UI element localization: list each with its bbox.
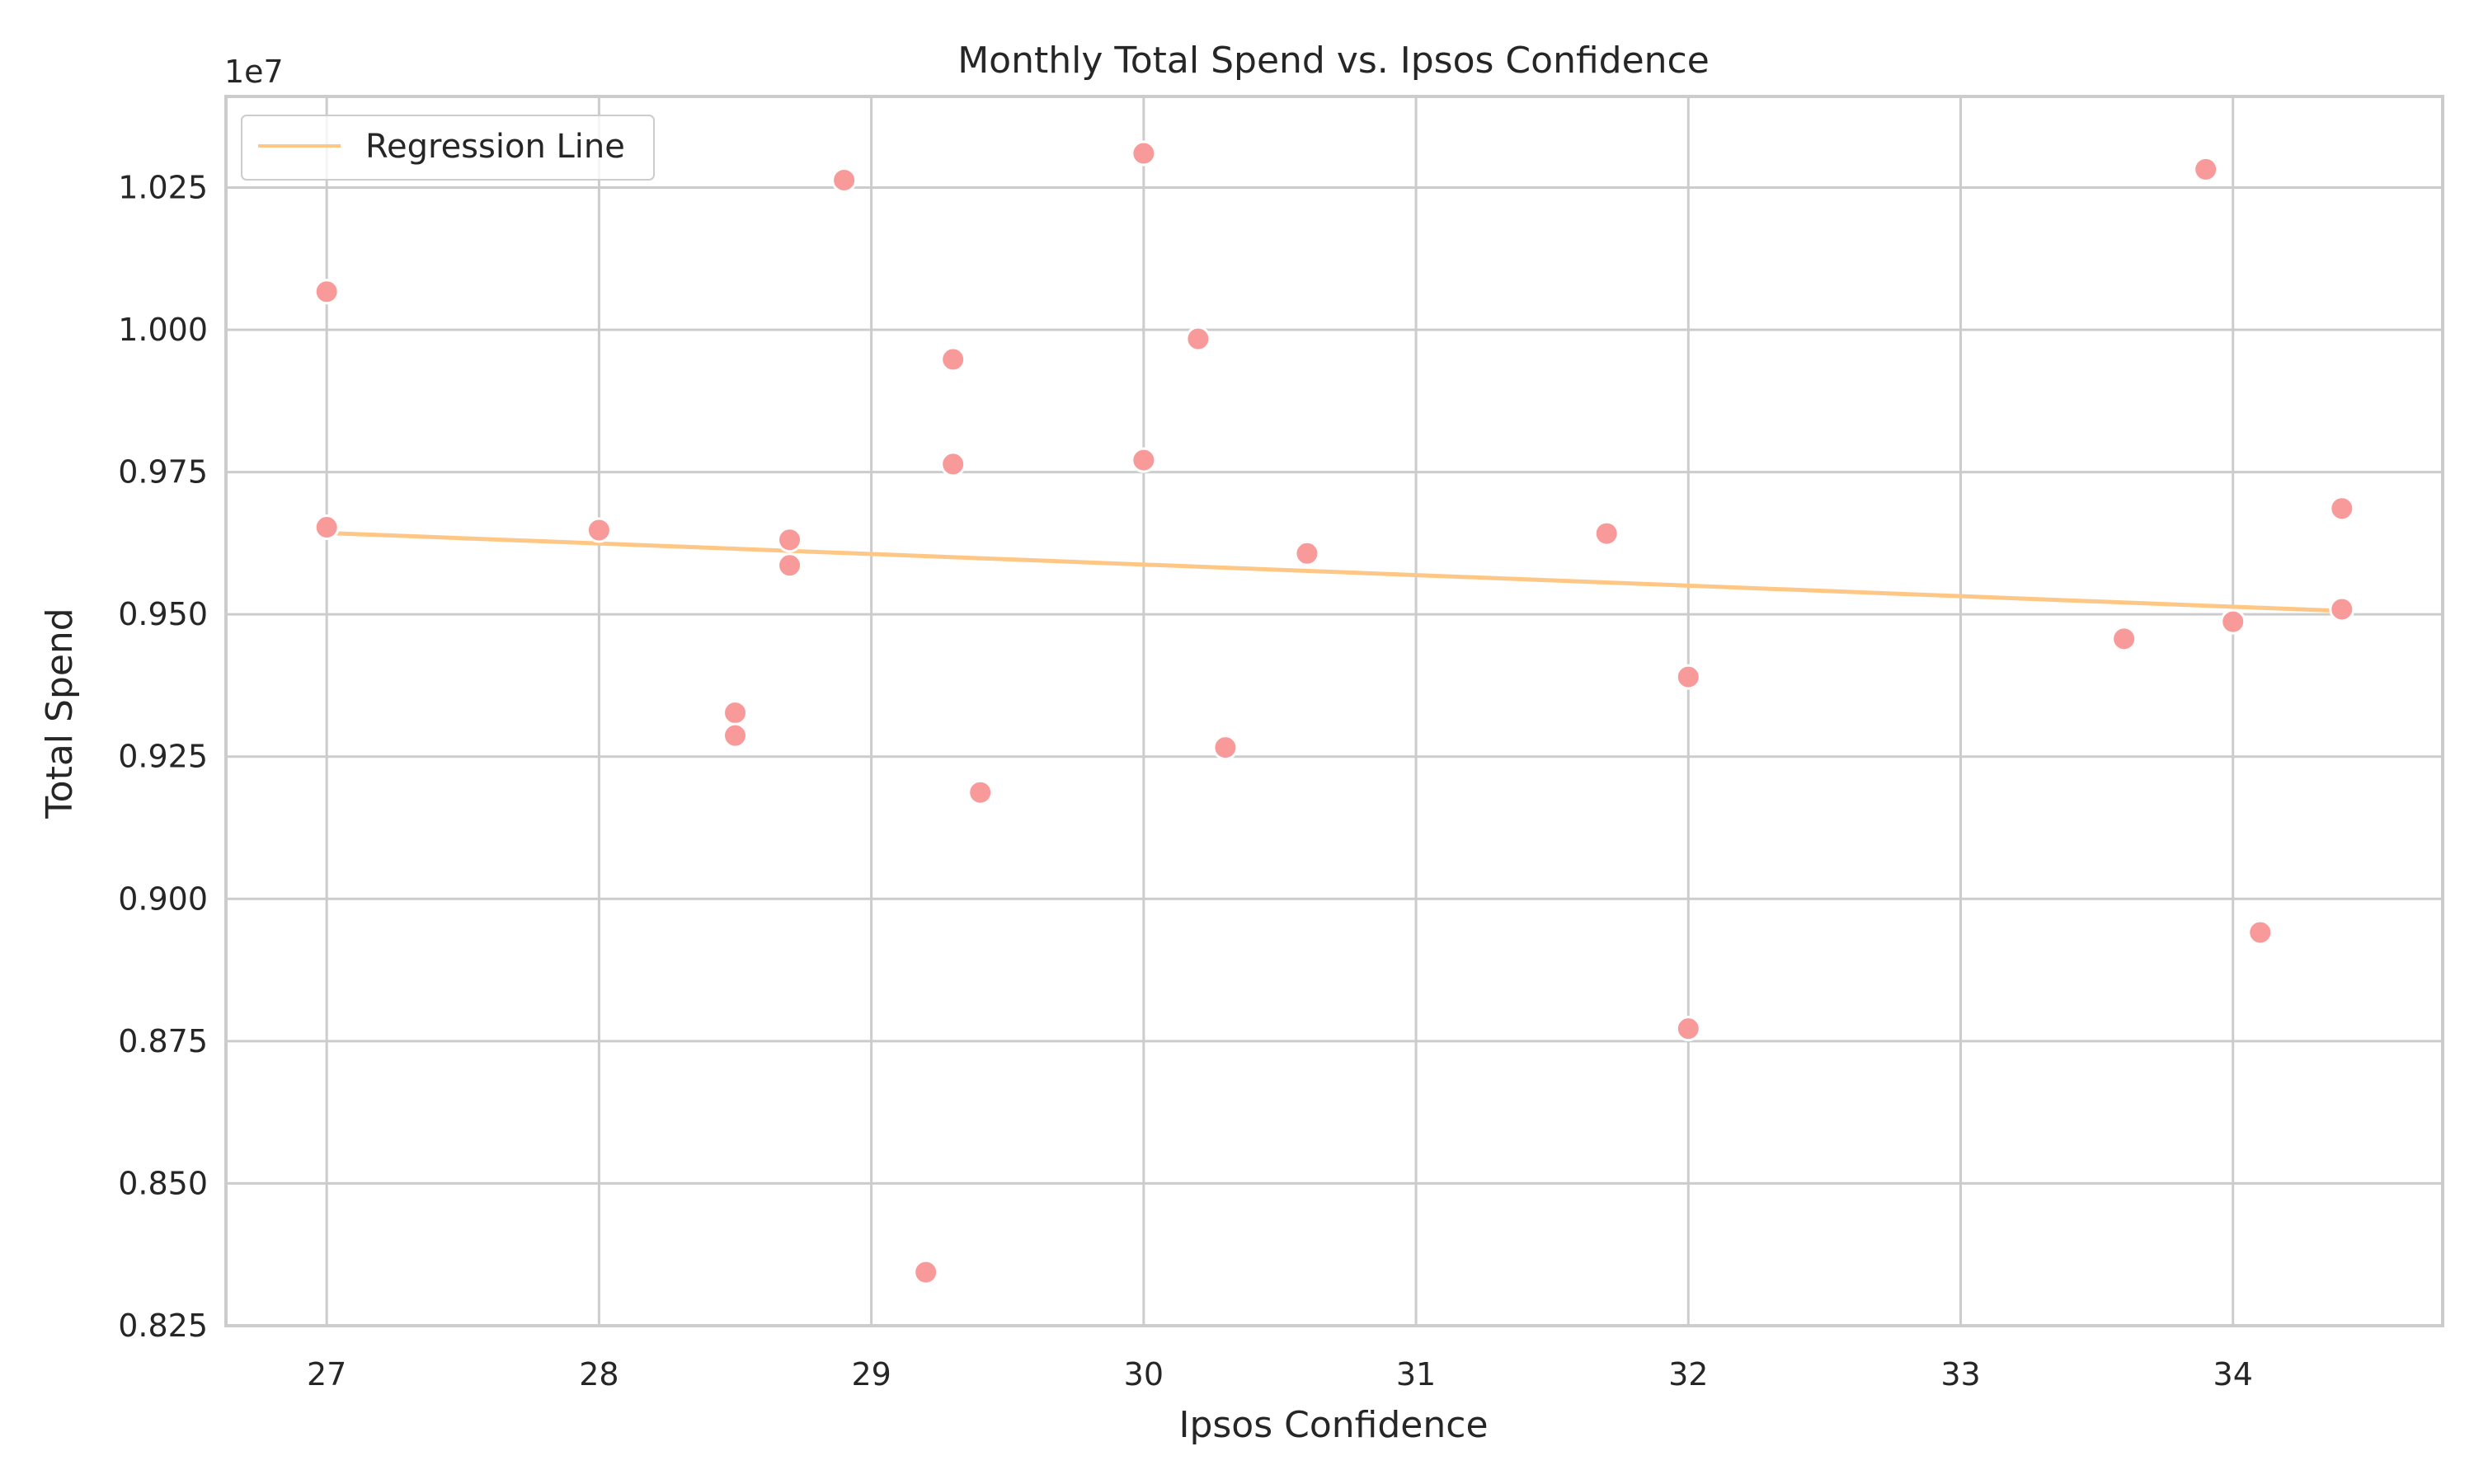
y-tick-label: 0.900 — [118, 881, 208, 917]
legend-regression-line-label: Regression Line — [365, 128, 625, 166]
scatter-point — [777, 527, 803, 553]
y-tick-label: 0.875 — [118, 1023, 208, 1059]
y-tick-label: 0.975 — [118, 454, 208, 491]
x-tick-label: 34 — [2213, 1356, 2253, 1392]
scatter-series — [313, 140, 2355, 1285]
y-tick-label: 1.025 — [118, 169, 208, 205]
y-tick-label: 1.000 — [118, 312, 208, 348]
x-tick-label: 31 — [1396, 1356, 1436, 1392]
scatter-point — [722, 700, 749, 726]
scatter-point — [1294, 540, 1320, 566]
x-tick-label: 27 — [307, 1356, 346, 1392]
scatter-point — [1675, 1016, 1701, 1042]
y-tick-label: 0.825 — [118, 1308, 208, 1344]
plot-frame — [224, 95, 2444, 1327]
scatter-point — [1593, 520, 1620, 547]
scatter-point — [2193, 156, 2219, 182]
tick-labels: 27 28 29 30 31 32 33 34 0.825 0.850 0.875 0.900 0.92… — [118, 169, 2253, 1392]
y-offset-label: 1e7 — [224, 54, 284, 90]
x-axis-title: Ipsos Confidence — [1178, 1404, 1488, 1446]
scatter-point — [913, 1259, 939, 1285]
x-tick-label: 28 — [579, 1356, 618, 1392]
scatter-point — [1675, 664, 1701, 690]
scatter-point — [967, 779, 994, 805]
scatter-point — [1212, 735, 1239, 761]
scatter-point — [831, 167, 858, 193]
x-tick-label: 32 — [1668, 1356, 1708, 1392]
y-tick-label: 0.850 — [118, 1165, 208, 1201]
x-tick-label: 29 — [851, 1356, 891, 1392]
scatter-point — [2329, 596, 2355, 622]
scatter-point — [722, 722, 749, 749]
scatter-point — [940, 451, 967, 477]
grid-lines — [226, 96, 2443, 1327]
regression-series — [324, 530, 2345, 613]
scatter-point — [1131, 140, 1157, 167]
y-tick-label: 0.925 — [118, 739, 208, 775]
y-tick-label: 0.950 — [118, 596, 208, 632]
scatter-point — [1131, 447, 1157, 473]
y-axis-title: Total Spend — [39, 608, 81, 819]
plot-area-border — [224, 95, 2444, 1327]
chart-title: Monthly Total Spend vs. Ipsos Confidence — [957, 40, 1710, 82]
scatter-point — [313, 279, 340, 305]
legend: Regression Line — [241, 115, 655, 181]
scatter-point — [586, 517, 612, 543]
scatter-point — [1185, 326, 1211, 352]
scatter-point — [940, 346, 967, 373]
scatter-point — [313, 514, 340, 541]
scatter-point — [2329, 495, 2355, 522]
scatter-point — [2247, 919, 2274, 946]
legend-box — [241, 115, 655, 181]
x-tick-label: 30 — [1124, 1356, 1164, 1392]
scatter-point — [2111, 626, 2138, 652]
scatter-point — [2220, 608, 2246, 635]
x-tick-label: 33 — [1940, 1356, 1980, 1392]
scatter-point — [777, 552, 803, 579]
regression-line — [324, 530, 2345, 613]
